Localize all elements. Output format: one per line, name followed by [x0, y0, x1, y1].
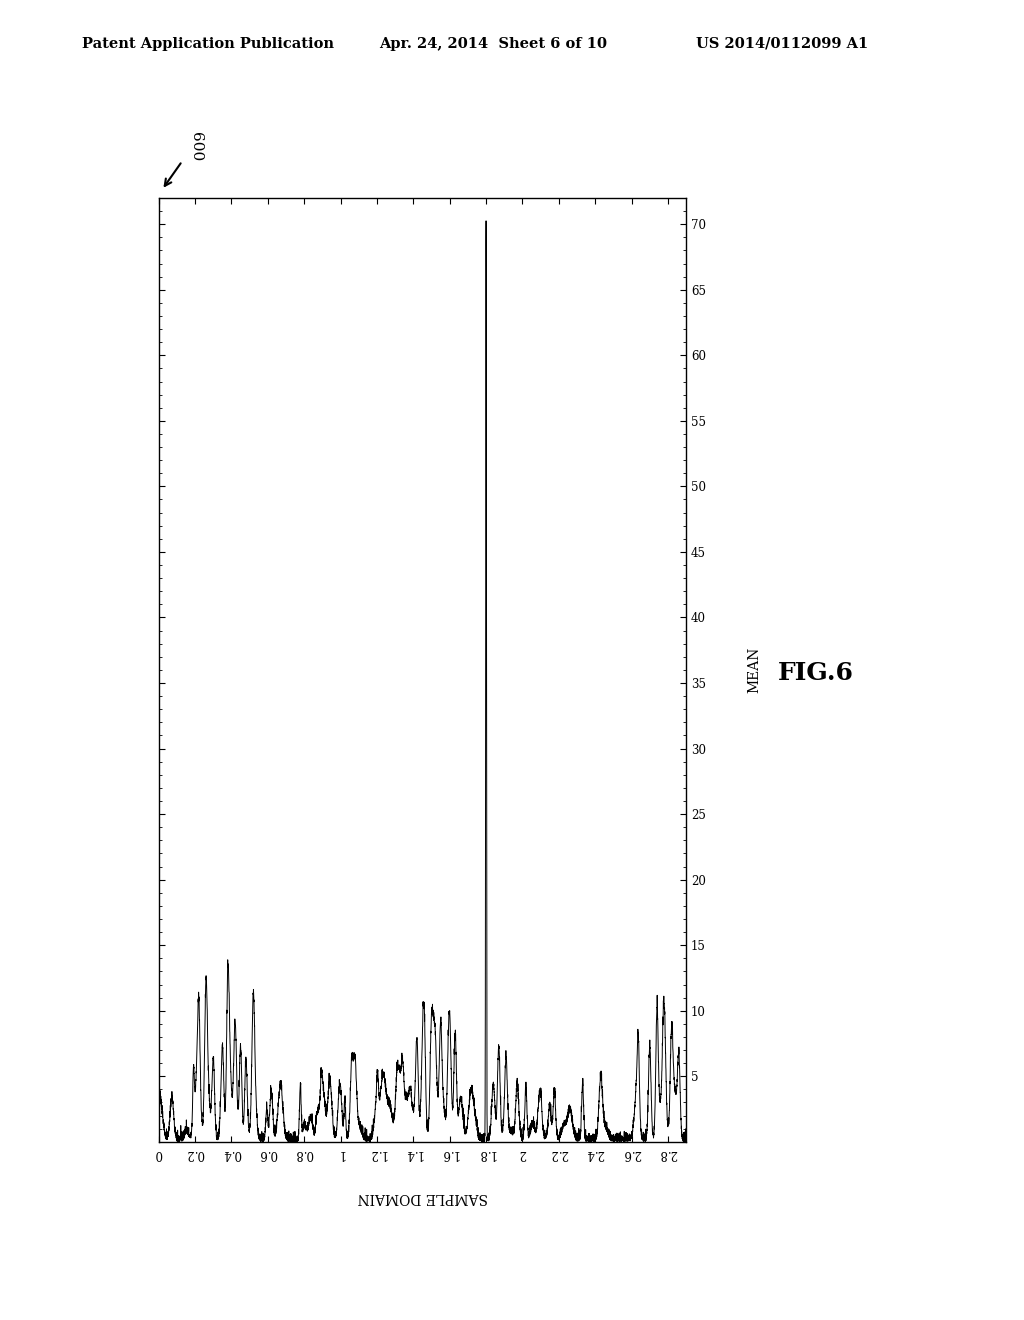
Y-axis label: MEAN: MEAN [748, 647, 762, 693]
Text: Patent Application Publication: Patent Application Publication [82, 37, 334, 51]
Text: US 2014/0112099 A1: US 2014/0112099 A1 [696, 37, 868, 51]
Text: FIG.6: FIG.6 [778, 661, 854, 685]
Text: 600: 600 [189, 132, 204, 161]
X-axis label: SAMPLE DOMAIN: SAMPLE DOMAIN [357, 1191, 487, 1204]
Text: Apr. 24, 2014  Sheet 6 of 10: Apr. 24, 2014 Sheet 6 of 10 [379, 37, 607, 51]
